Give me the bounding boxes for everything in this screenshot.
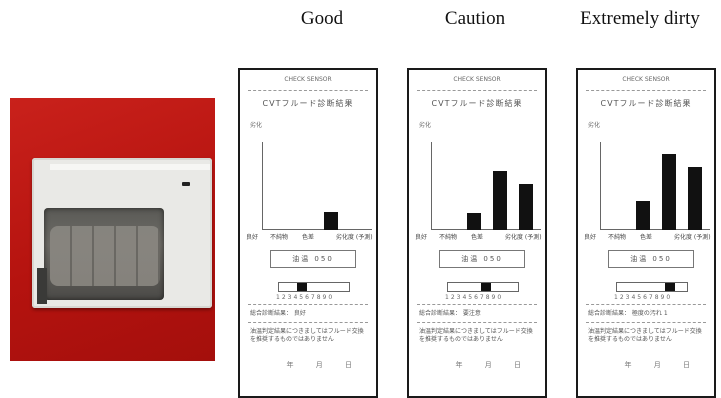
verdict-text: 総合診断結果： 要注意: [419, 310, 481, 317]
gauge-marker: [297, 283, 307, 291]
verdict-text: 総合診断結果： 極度の汚れ 1: [588, 310, 668, 317]
chart-bar: [467, 213, 481, 230]
x-axis-label: 良好: [246, 234, 259, 241]
verdict-text: 総合診断結果： 良好: [250, 310, 306, 317]
x-axis-label: 劣化度 (予測): [336, 234, 373, 241]
chart-bar: [493, 171, 507, 230]
note-text: 油温判定結果につきましてはフルード交換を推奨するものではありません: [588, 328, 702, 343]
x-axis: [262, 229, 372, 230]
gauge-scale: 1234567890: [276, 294, 335, 301]
x-axis-label: 良好: [584, 234, 597, 241]
gauge-track: [278, 282, 350, 292]
oil-temp-box: 油温 050: [439, 250, 525, 268]
date-line: 年 月 日: [455, 361, 531, 369]
divider: [248, 90, 368, 91]
receipt-header: CHECK SENSOR: [622, 76, 670, 83]
receipt-title: CVTフルード診断結果: [431, 99, 523, 108]
bar-chart: [431, 142, 541, 230]
column-title-caution: Caution: [444, 8, 506, 29]
chart-bar: [688, 167, 702, 230]
note-text: 油温判定結果につきましてはフルード交換を推奨するものではありません: [419, 328, 533, 343]
x-axis-label: 良好: [415, 234, 428, 241]
level-gauge: 1234567890: [608, 274, 692, 306]
x-axis: [600, 229, 710, 230]
receipt-header: CHECK SENSOR: [453, 76, 501, 83]
divider: [417, 304, 537, 305]
chart-subtitle: 劣化: [250, 122, 263, 129]
receipt-caution: CHECK SENSOR CVTフルード診断結果劣化良好 不純物 色差 劣化度 (予測)…: [407, 68, 547, 398]
x-axis-label: 不純物: [608, 234, 627, 241]
release-lever: [37, 268, 47, 304]
x-axis-label: 劣化度 (予測): [505, 234, 542, 241]
status-led: [182, 182, 190, 186]
column-title-extremely-dirty: Extremely dirty: [580, 8, 700, 29]
chart-subtitle: 劣化: [419, 122, 432, 129]
divider: [586, 322, 706, 323]
divider: [248, 304, 368, 305]
x-axis-label: 不純物: [270, 234, 289, 241]
gauge-track: [447, 282, 519, 292]
receipt-extremely-dirty: CHECK SENSOR CVTフルード診断結果劣化良好 不純物 色差 劣化度 (予測)…: [576, 68, 716, 398]
x-axis-label: 劣化度 (予測): [674, 234, 711, 241]
paper-slot: [50, 164, 210, 170]
y-axis: [262, 142, 263, 230]
level-gauge: 1234567890: [439, 274, 523, 306]
oil-temp-box: 油温 050: [608, 250, 694, 268]
gauge-track: [616, 282, 688, 292]
gauge-scale: 1234567890: [445, 294, 504, 301]
column-title-good: Good: [300, 8, 344, 29]
oil-temp-box: 油温 050: [270, 250, 356, 268]
receipt-title: CVTフルード診断結果: [600, 99, 692, 108]
paper-roll: [50, 226, 160, 286]
y-ticks: [586, 142, 598, 230]
divider: [248, 322, 368, 323]
date-line: 年 月 日: [286, 361, 362, 369]
chart-bar: [324, 212, 338, 230]
divider: [586, 304, 706, 305]
receipt-good: CHECK SENSOR CVTフルード診断結果劣化良好 不純物 色差 劣化度 (予測)…: [238, 68, 378, 398]
receipt-header: CHECK SENSOR: [284, 76, 332, 83]
chart-bar: [636, 201, 650, 230]
gauge-scale: 1234567890: [614, 294, 673, 301]
receipt-title: CVTフルード診断結果: [262, 99, 354, 108]
bar-chart: [262, 142, 372, 230]
y-ticks: [248, 142, 260, 230]
date-line: 年 月 日: [624, 361, 700, 369]
gauge-marker: [665, 283, 675, 291]
note-text: 油温判定結果につきましてはフルード交換を推奨するものではありません: [250, 328, 364, 343]
x-axis-label: 色差: [471, 234, 484, 241]
divider: [417, 322, 537, 323]
bar-chart: [600, 142, 710, 230]
chart-bar: [519, 184, 533, 230]
level-gauge: 1234567890: [270, 274, 354, 306]
y-axis: [431, 142, 432, 230]
printer-photo: [10, 98, 215, 361]
chart-bar: [662, 154, 676, 230]
y-axis: [600, 142, 601, 230]
divider: [417, 90, 537, 91]
x-axis: [431, 229, 541, 230]
x-axis-label: 色差: [302, 234, 315, 241]
x-axis-label: 不純物: [439, 234, 458, 241]
x-axis-label: 色差: [640, 234, 653, 241]
divider: [586, 90, 706, 91]
y-ticks: [417, 142, 429, 230]
chart-subtitle: 劣化: [588, 122, 601, 129]
gauge-marker: [481, 283, 491, 291]
